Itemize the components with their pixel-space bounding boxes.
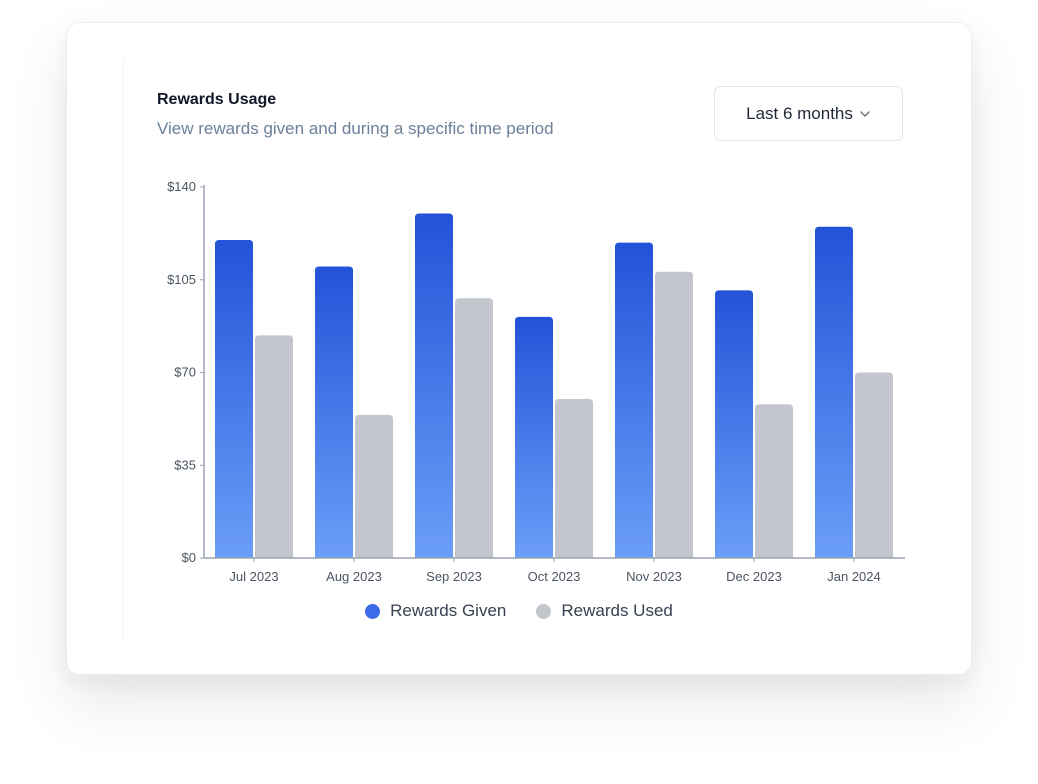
x-tick-label: Oct 2023 <box>528 569 581 584</box>
x-tick-label: Aug 2023 <box>326 569 382 584</box>
bar-rewards-given[interactable] <box>315 266 353 559</box>
x-tick-label: Jul 2023 <box>229 569 278 584</box>
rewards-usage-card: Rewards Usage View rewards given and dur… <box>66 22 972 675</box>
legend-label-rewards-used: Rewards Used <box>561 601 673 620</box>
card-subtitle: View rewards given and during a specific… <box>157 119 554 138</box>
bar-rewards-given[interactable] <box>415 213 453 559</box>
bar-rewards-used[interactable] <box>255 335 293 558</box>
x-tick-label: Sep 2023 <box>426 569 482 584</box>
bar-rewards-given[interactable] <box>715 290 753 558</box>
bar-rewards-used[interactable] <box>555 399 593 558</box>
x-tick-label: Jan 2024 <box>827 569 881 584</box>
chevron-down-icon <box>860 110 870 117</box>
y-tick-label: $105 <box>167 272 196 287</box>
card-title: Rewards Usage <box>157 91 277 108</box>
legend-item-rewards-used[interactable]: Rewards Used <box>536 601 673 621</box>
y-tick-label: $0 <box>182 550 196 565</box>
x-tick-label: Nov 2023 <box>626 569 682 584</box>
bar-rewards-used[interactable] <box>355 414 393 558</box>
y-tick-label: $35 <box>174 457 196 472</box>
bar-rewards-given[interactable] <box>215 240 253 558</box>
bar-rewards-given[interactable] <box>815 226 853 558</box>
x-tick-label: Dec 2023 <box>726 569 782 584</box>
bar-rewards-used[interactable] <box>655 271 693 558</box>
rewards-bar-chart: $0 $35 $70 $105 $140 Jul 2023 Aug 2023 Sep 202… <box>167 179 905 584</box>
legend-label-rewards-given: Rewards Given <box>390 601 507 620</box>
time-period-select[interactable]: Last 6 months <box>714 86 903 141</box>
bar-rewards-given[interactable] <box>615 242 653 558</box>
y-tick-label: $140 <box>167 179 196 194</box>
bar-rewards-used[interactable] <box>755 404 793 558</box>
y-tick-label: $70 <box>174 365 196 380</box>
circle-dot-icon <box>365 603 381 619</box>
circle-dot-icon <box>536 603 552 619</box>
bar-rewards-used[interactable] <box>455 298 493 558</box>
legend-item-rewards-given[interactable]: Rewards Given <box>365 601 506 621</box>
time-period-selected: Last 6 months <box>746 103 853 123</box>
card-divider <box>123 57 124 641</box>
chart-legend: Rewards Given Rewards Used <box>67 601 971 621</box>
bar-rewards-used[interactable] <box>855 372 893 559</box>
bar-rewards-given[interactable] <box>515 316 553 558</box>
